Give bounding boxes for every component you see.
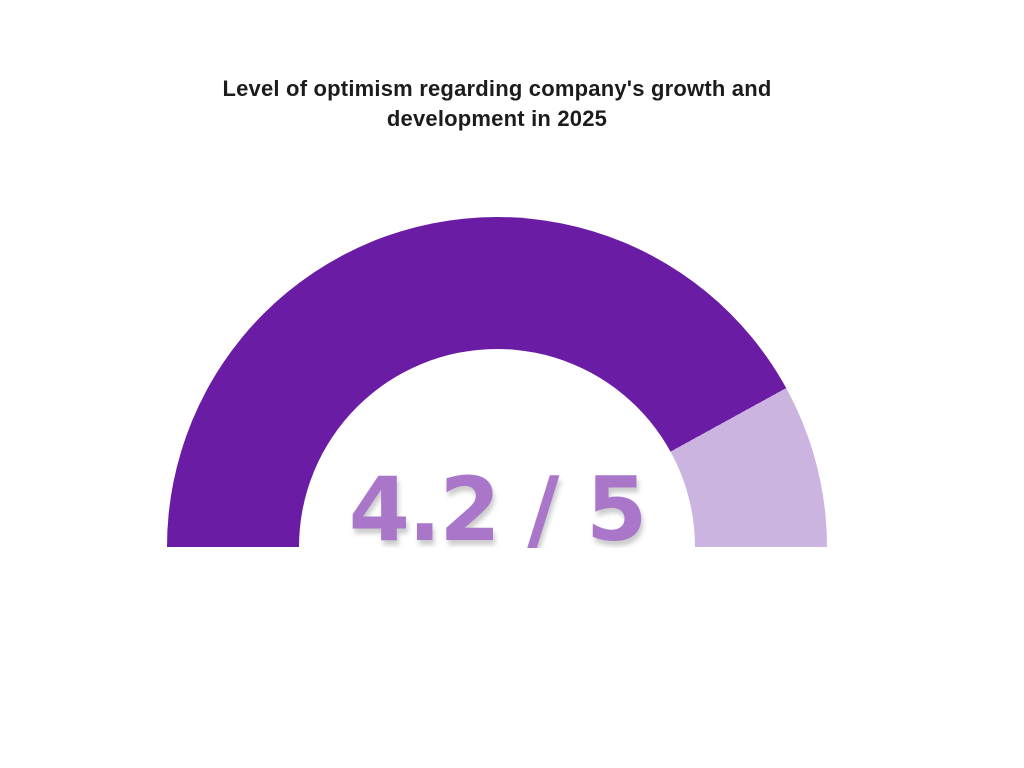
gauge-value-label: 4.2 / 5 (348, 458, 648, 549)
chart-title: Level of optimism regarding company's gr… (222, 76, 772, 131)
gauge: 4.2 / 5 (167, 217, 827, 548)
